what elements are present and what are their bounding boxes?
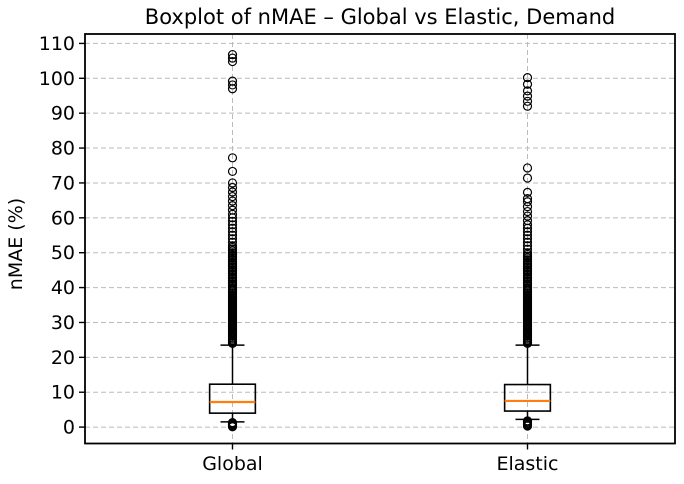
flier-global (227, 187, 238, 197)
x-tick-label-elastic: Elastic (496, 453, 558, 475)
flier-global (227, 56, 238, 67)
flier-global (227, 220, 238, 230)
flier-global (227, 191, 238, 202)
flier-elastic (522, 248, 533, 258)
y-tick-label-20: 20 (51, 347, 75, 369)
flier-global (227, 153, 238, 163)
flier-elastic (522, 216, 533, 226)
y-tick-label-40: 40 (51, 277, 75, 299)
flier-global (227, 234, 238, 244)
flier-global (227, 230, 238, 240)
box-global (208, 383, 257, 414)
flier-global (227, 241, 238, 251)
flier-elastic (522, 197, 533, 207)
axes-frame (84, 33, 676, 445)
flier-elastic (522, 86, 533, 96)
flier-elastic (522, 416, 533, 426)
flier-elastic (522, 237, 533, 247)
flier-global (227, 237, 238, 247)
y-tick-label-60: 60 (51, 207, 75, 229)
flier-global (227, 196, 238, 206)
flier-global (227, 205, 238, 215)
flier-elastic (522, 73, 533, 83)
flier-elastic (522, 173, 533, 183)
chart-title: Boxplot of nMAE – Global vs Elastic, Dem… (144, 5, 616, 29)
flier-elastic (522, 79, 533, 89)
flier-elastic (522, 206, 533, 217)
flier-elastic (522, 244, 533, 254)
y-tick-label-90: 90 (51, 103, 75, 125)
flier-global (227, 166, 238, 177)
flier-global (227, 49, 238, 60)
flier-elastic (522, 227, 533, 237)
flier-elastic (522, 230, 533, 240)
y-tick-label-30: 30 (51, 312, 75, 334)
flier-global (227, 227, 238, 237)
x-tick-label-global: Global (202, 453, 263, 475)
y-tick-label-100: 100 (39, 68, 75, 90)
flier-global (227, 216, 238, 226)
y-tick-label-50: 50 (51, 242, 75, 264)
flier-elastic (522, 187, 533, 197)
y-tick-label-0: 0 (63, 417, 75, 439)
flier-global (227, 53, 238, 63)
flier-global (227, 80, 238, 90)
flier-global (227, 182, 238, 193)
flier-elastic (522, 220, 533, 230)
flier-global (227, 201, 238, 211)
flier-global (227, 209, 238, 219)
flier-elastic (522, 234, 533, 244)
flier-elastic (522, 96, 533, 106)
flier-global (227, 417, 238, 428)
box-elastic (503, 383, 552, 412)
flier-elastic (522, 211, 533, 221)
y-tick-label-80: 80 (51, 138, 75, 160)
y-tick-label-10: 10 (51, 382, 75, 404)
flier-elastic (522, 91, 533, 101)
y-tick-label-70: 70 (51, 172, 75, 194)
flier-global (227, 178, 238, 188)
flier-elastic (522, 101, 533, 111)
flier-elastic (522, 194, 533, 204)
flier-global (227, 76, 238, 86)
flier-elastic (522, 163, 533, 173)
flier-global (227, 223, 238, 233)
flier-elastic (522, 241, 533, 251)
y-tick-label-110: 110 (39, 33, 75, 55)
